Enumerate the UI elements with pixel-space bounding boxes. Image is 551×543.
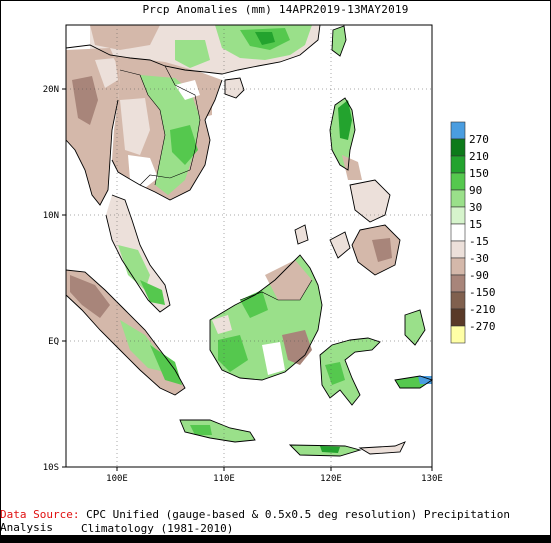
lat-label-20n: 20N (43, 85, 59, 95)
bottom-bar (0, 535, 551, 543)
legend-swatch-3 (450, 172, 466, 191)
lon-label-120e: 120E (320, 474, 342, 484)
lat-label-eq: EQ (48, 337, 59, 347)
precip-map: 20N 10N EQ 10S 100E 110E 120E 130E 270 2… (43, 24, 496, 484)
legend-swatch-6 (450, 223, 466, 242)
legend-label-neg210: -210 (469, 303, 496, 316)
legend-label-90: 90 (469, 184, 482, 197)
axis-ticks (62, 88, 433, 471)
legend-swatch-10 (450, 291, 466, 310)
color-legend: 270 210 150 90 30 15 -15 -30 -90 -150 -2… (450, 121, 496, 344)
plot-frame (65, 24, 433, 468)
legend-label-neg90: -90 (469, 269, 489, 282)
legend-label-neg150: -150 (469, 286, 496, 299)
climatology-text: Climatology (1981-2010) (81, 522, 234, 535)
legend-label-150: 150 (469, 167, 489, 180)
legend-swatch-5 (450, 206, 466, 225)
legend-swatch-12 (450, 325, 466, 344)
legend-label-30: 30 (469, 201, 482, 214)
legend-label-210: 210 (469, 150, 489, 163)
legend-label-270: 270 (469, 133, 489, 146)
legend-label-neg30: -30 (469, 252, 489, 265)
legend-label-neg270: -270 (469, 320, 496, 333)
coastlines (65, 24, 434, 457)
lon-label-130e: 130E (421, 474, 443, 484)
legend-swatch-0 (450, 121, 466, 140)
legend-swatch-8 (450, 257, 466, 276)
legend-label-15: 15 (469, 218, 482, 231)
legend-swatch-1 (450, 138, 466, 157)
data-source-text: CPC Unified (gauge-based & 0.5x0.5 deg r… (0, 508, 510, 534)
map-title: Prcp Anomalies (mm) 14APR2019-13MAY2019 (142, 3, 409, 16)
land-anomaly-layer (66, 25, 432, 456)
data-source-label: Data Source: (0, 508, 80, 521)
legend-swatch-11 (450, 308, 466, 327)
lon-label-100e: 100E (106, 474, 128, 484)
legend-swatch-4 (450, 189, 466, 208)
lat-label-10s: 10S (43, 463, 59, 473)
graticule (66, 25, 432, 467)
legend-swatch-9 (450, 274, 466, 293)
legend-label-neg15: -15 (469, 235, 489, 248)
legend-swatch-2 (450, 155, 466, 174)
legend-swatch-7 (450, 240, 466, 259)
lon-label-110e: 110E (213, 474, 235, 484)
data-source-line: Data Source: CPC Unified (gauge-based & … (0, 508, 551, 534)
lat-label-10n: 10N (43, 211, 59, 221)
